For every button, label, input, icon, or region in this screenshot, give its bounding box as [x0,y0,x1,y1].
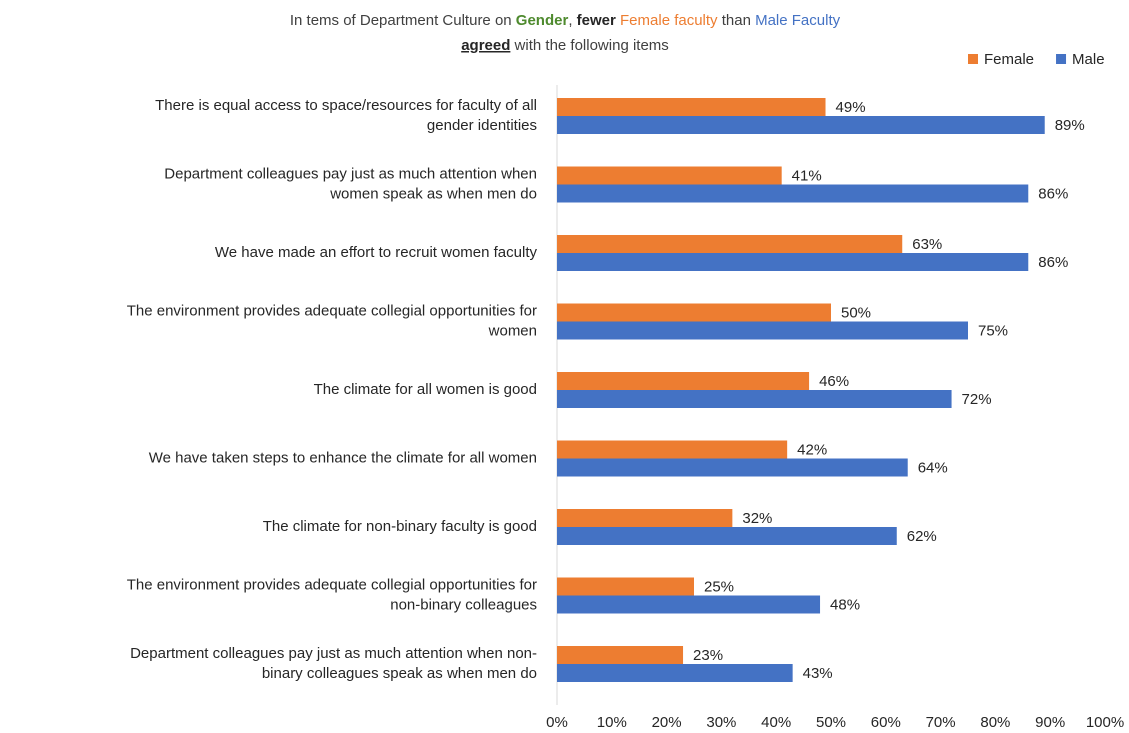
legend-label: Male [1072,51,1105,68]
y-tick-label: The climate for non-binary faculty is go… [263,518,537,535]
x-tick-label: 0% [546,714,568,731]
value-label: 46% [819,373,849,390]
y-tick-label: We have made an effort to recruit women … [215,244,538,261]
bar [557,440,788,459]
y-tick-label: Department colleagues pay just as much a… [130,645,537,662]
bar [557,184,1029,203]
title-segment: agreed [461,37,510,54]
bar [557,98,826,116]
value-label: 75% [978,322,1008,339]
value-label: 32% [742,510,772,527]
title-segment: fewer [577,12,616,29]
x-tick-label: 100% [1086,714,1124,731]
y-tick-label: women speak as when men do [329,185,537,202]
bar [557,527,897,545]
bar [557,372,810,390]
bar [557,321,968,340]
x-tick-label: 10% [597,714,627,731]
x-tick-label: 40% [761,714,791,731]
value-label: 63% [912,236,942,253]
value-label: 89% [1055,117,1085,134]
value-label: 48% [830,596,860,613]
x-tick-label: 20% [652,714,682,731]
chart-title: agreed with the following items [461,37,669,54]
bar [557,116,1045,134]
title-segment: Male Faculty [755,12,841,29]
bar [557,664,793,682]
value-label: 86% [1038,254,1068,271]
y-tick-label: There is equal access to space/resources… [155,97,537,114]
value-label: 64% [918,459,948,476]
y-tick-label: non-binary colleagues [390,596,537,613]
bar [557,646,684,664]
y-tick-label: The environment provides adequate colleg… [127,576,537,593]
bar [557,303,831,322]
value-label: 23% [693,647,723,664]
y-tick-label: women [488,322,537,339]
y-tick-label: Department colleagues pay just as much a… [164,165,537,182]
title-segment: In tems of Department Culture on [290,12,516,29]
bar [557,458,908,477]
x-tick-label: 60% [871,714,901,731]
value-label: 50% [841,304,871,321]
y-tick-label: The climate for all women is good [314,381,537,398]
bar [557,577,694,596]
y-tick-label: We have taken steps to enhance the clima… [149,449,537,466]
bar [557,509,733,527]
value-label: 25% [704,578,734,595]
value-label: 72% [962,391,992,408]
x-tick-label: 30% [706,714,736,731]
y-tick-label: gender identities [427,117,537,134]
value-label: 49% [836,99,866,116]
chart-title: In tems of Department Culture on Gender,… [290,12,841,29]
x-tick-label: 90% [1035,714,1065,731]
legend-swatch [1056,54,1067,64]
y-tick-label: binary colleagues speak as when men do [262,665,537,682]
title-segment: with the following items [510,37,668,54]
title-segment: than [718,12,756,29]
value-label: 43% [803,665,833,682]
legend-swatch [968,54,978,64]
x-tick-label: 50% [816,714,846,731]
x-tick-label: 70% [926,714,956,731]
legend-label: Female [984,51,1034,68]
bar [557,595,821,614]
x-tick-label: 80% [980,714,1010,731]
bar [557,235,903,253]
value-label: 62% [907,528,937,545]
title-segment: Female faculty [620,12,718,29]
title-segment: Gender [516,12,569,29]
value-label: 86% [1038,185,1068,202]
bar [557,390,952,408]
value-label: 41% [792,167,822,184]
bar [557,166,782,185]
y-tick-label: The environment provides adequate colleg… [127,302,537,319]
bar [557,253,1029,271]
title-segment: , [568,12,576,29]
value-label: 42% [797,441,827,458]
